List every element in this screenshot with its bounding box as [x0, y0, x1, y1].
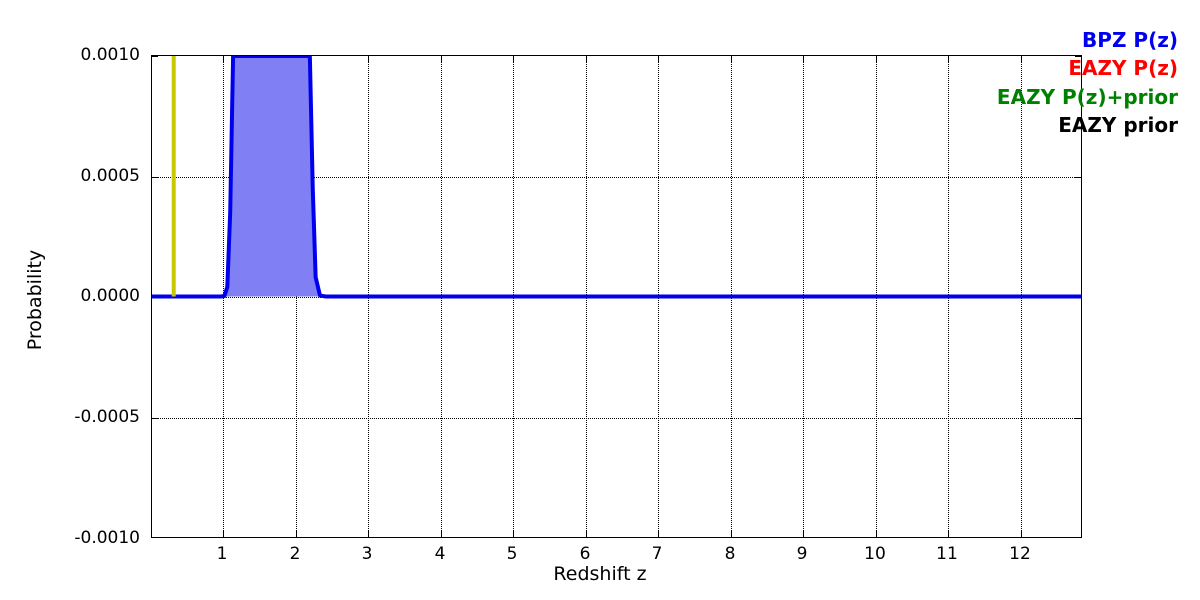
tick-x-bottom-10 [876, 531, 877, 537]
gridline-y-0.0005 [152, 177, 1081, 178]
legend-entry-bpz-pz[interactable]: BPZ P(z) [1082, 28, 1178, 52]
tick-x-top-7 [658, 56, 659, 62]
tick-y-left-0.0005 [152, 177, 158, 178]
series-bpz-line [152, 56, 1081, 299]
legend-entry-eazy-prior[interactable]: EAZY prior [1058, 113, 1178, 138]
tick-y-right-0.0010 [1075, 56, 1081, 57]
plot-area [151, 55, 1082, 538]
x-tick-label-11: 11 [936, 544, 958, 564]
x-tick-label-4: 4 [434, 544, 446, 564]
y-tick-label-3: -0.0005 [74, 407, 140, 427]
series-bpz-fill [152, 56, 1081, 297]
y-axis-label-container: Probability [20, 0, 50, 600]
tick-x-top-11 [948, 56, 949, 62]
y-axis-label: Probability [24, 249, 46, 351]
x-tick-label-2: 2 [289, 544, 301, 564]
x-tick-label-7: 7 [651, 544, 663, 564]
tick-x-top-4 [441, 56, 442, 62]
y-tick-label-2: 0.0000 [80, 286, 140, 306]
tick-x-bottom-9 [803, 531, 804, 537]
series-layer [152, 56, 1081, 299]
tick-y-right-0.0005 [1075, 177, 1081, 178]
tick-x-bottom-8 [731, 531, 732, 537]
x-tick-label-6: 6 [579, 544, 591, 564]
tick-x-bottom-2 [296, 531, 297, 537]
y-tick-label-4: -0.0010 [74, 528, 140, 548]
tick-x-top-6 [586, 56, 587, 62]
tick-x-bottom-1 [223, 531, 224, 537]
tick-x-bottom-12 [1021, 531, 1022, 537]
x-tick-label-8: 8 [724, 544, 736, 564]
tick-y-right--0.0005 [1075, 418, 1081, 419]
x-tick-label-12: 12 [1009, 544, 1031, 564]
tick-x-top-9 [803, 56, 804, 62]
tick-x-bottom-3 [368, 531, 369, 537]
tick-y-left--0.0005 [152, 418, 158, 419]
tick-x-top-5 [513, 56, 514, 62]
tick-y-left-0.0010 [152, 56, 158, 57]
tick-x-top-10 [876, 56, 877, 62]
tick-x-bottom-7 [658, 531, 659, 537]
x-axis-label: Redshift z [553, 563, 647, 585]
legend-entry-eazy-pz[interactable]: EAZY P(z) [1068, 56, 1178, 81]
tick-x-bottom-11 [948, 531, 949, 537]
legend-entry-eazy-pz-prior[interactable]: EAZY P(z)+prior [996, 84, 1178, 109]
legend: BPZ P(z) EAZY P(z) EAZY P(z)+prior EAZY … [997, 26, 1178, 140]
x-tick-label-1: 1 [216, 544, 228, 564]
y-tick-label-0: 0.0010 [80, 45, 140, 65]
tick-x-bottom-4 [441, 531, 442, 537]
x-tick-label-9: 9 [796, 544, 808, 564]
x-tick-label-10: 10 [864, 544, 886, 564]
tick-x-bottom-5 [513, 531, 514, 537]
tick-x-top-8 [731, 56, 732, 62]
tick-x-bottom-6 [586, 531, 587, 537]
tick-x-top-12 [1021, 56, 1022, 62]
y-tick-label-1: 0.0005 [80, 166, 140, 186]
tick-x-top-1 [223, 56, 224, 62]
tick-x-top-3 [368, 56, 369, 62]
x-tick-label-5: 5 [506, 544, 518, 564]
x-tick-label-3: 3 [361, 544, 373, 564]
gridline-y--0.0005 [152, 418, 1081, 419]
